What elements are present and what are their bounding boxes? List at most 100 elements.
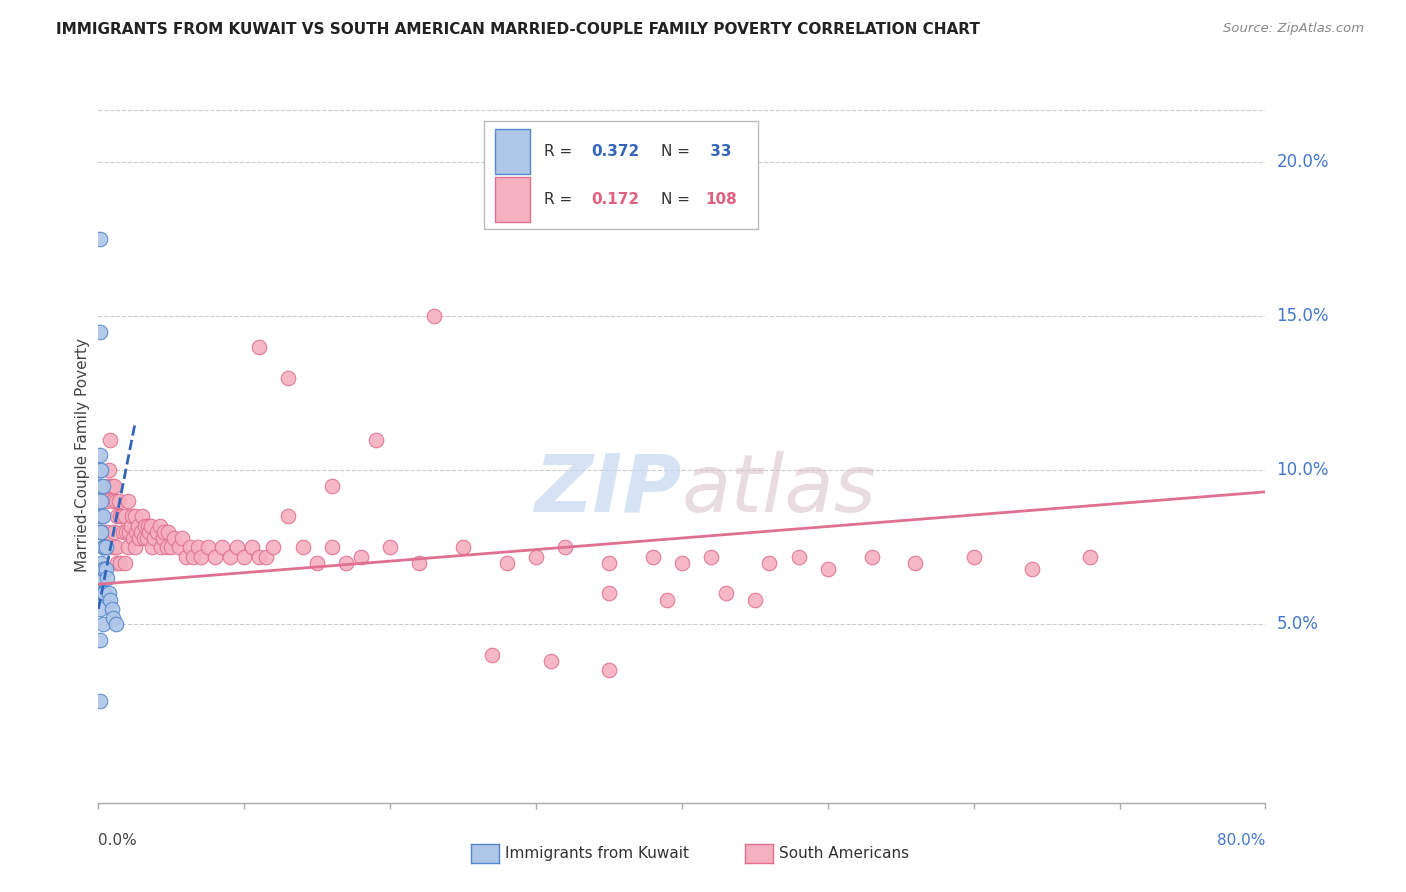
Point [163, 531, 186, 545]
Point [247, 549, 270, 564]
Point [307, 556, 329, 570]
Point [181, 549, 204, 564]
Point [146, 524, 169, 539]
Point [105, 509, 128, 524]
Point [115, 524, 138, 539]
FancyBboxPatch shape [495, 178, 530, 222]
Text: ZIP: ZIP [534, 450, 682, 529]
Point [141, 541, 163, 555]
Point [114, 509, 136, 524]
Point [262, 541, 284, 555]
Point [120, 518, 142, 533]
Point [129, 524, 152, 539]
Point [90, 524, 112, 539]
Point [226, 541, 249, 555]
Point [904, 556, 927, 570]
Point [101, 611, 124, 625]
Point [91, 617, 114, 632]
Point [104, 541, 127, 555]
Point [93, 541, 115, 555]
Point [277, 371, 299, 385]
Point [134, 518, 156, 533]
Point [335, 556, 357, 570]
Point [89, 632, 111, 647]
Point [408, 556, 430, 570]
Point [153, 524, 176, 539]
Point [598, 664, 620, 678]
Point [451, 541, 474, 555]
Point [96, 524, 118, 539]
Point [291, 541, 314, 555]
Text: N =: N = [661, 144, 695, 159]
Point [91, 586, 114, 600]
Point [103, 524, 125, 539]
Point [167, 541, 190, 555]
Point [179, 541, 201, 555]
Point [124, 509, 146, 524]
Point [254, 549, 277, 564]
FancyBboxPatch shape [484, 121, 758, 229]
Point [89, 509, 111, 524]
Point [89, 232, 111, 246]
Point [350, 549, 373, 564]
Text: 80.0%: 80.0% [1218, 833, 1265, 848]
Point [94, 562, 117, 576]
Point [104, 617, 127, 632]
Point [1021, 562, 1043, 576]
Point [89, 524, 111, 539]
Point [277, 509, 299, 524]
Point [157, 524, 180, 539]
Text: atlas: atlas [682, 450, 877, 529]
Point [127, 518, 149, 533]
Point [787, 549, 810, 564]
Point [700, 549, 723, 564]
Point [110, 556, 132, 570]
Text: 108: 108 [706, 192, 737, 207]
Point [91, 541, 114, 555]
Point [218, 549, 240, 564]
Point [90, 509, 112, 524]
Point [110, 509, 132, 524]
Point [104, 494, 127, 508]
Point [112, 524, 135, 539]
Point [89, 463, 111, 477]
Point [540, 654, 562, 668]
Point [160, 541, 183, 555]
FancyBboxPatch shape [495, 128, 530, 174]
Text: 0.172: 0.172 [591, 192, 638, 207]
Point [247, 340, 270, 354]
Point [89, 325, 111, 339]
Point [122, 531, 145, 545]
Point [962, 549, 984, 564]
Point [90, 463, 112, 477]
Text: 0.372: 0.372 [591, 144, 640, 159]
Point [97, 463, 120, 477]
Point [111, 509, 134, 524]
Point [96, 571, 118, 585]
Point [1080, 549, 1102, 564]
Point [744, 592, 766, 607]
Point [103, 479, 125, 493]
Point [481, 648, 503, 662]
Point [114, 556, 136, 570]
Point [93, 562, 115, 576]
Point [187, 541, 209, 555]
Text: R =: R = [544, 192, 578, 207]
Point [240, 541, 263, 555]
Point [100, 479, 122, 493]
Point [108, 494, 131, 508]
Point [641, 549, 664, 564]
Point [598, 556, 620, 570]
Point [135, 531, 157, 545]
Point [121, 509, 143, 524]
Point [125, 524, 148, 539]
Point [174, 549, 197, 564]
Point [89, 479, 111, 493]
Point [136, 518, 159, 533]
Y-axis label: Married-Couple Family Poverty: Married-Couple Family Poverty [75, 338, 90, 572]
Text: 5.0%: 5.0% [1277, 615, 1319, 633]
Point [817, 562, 839, 576]
Point [97, 586, 120, 600]
Point [128, 531, 150, 545]
Point [378, 541, 402, 555]
